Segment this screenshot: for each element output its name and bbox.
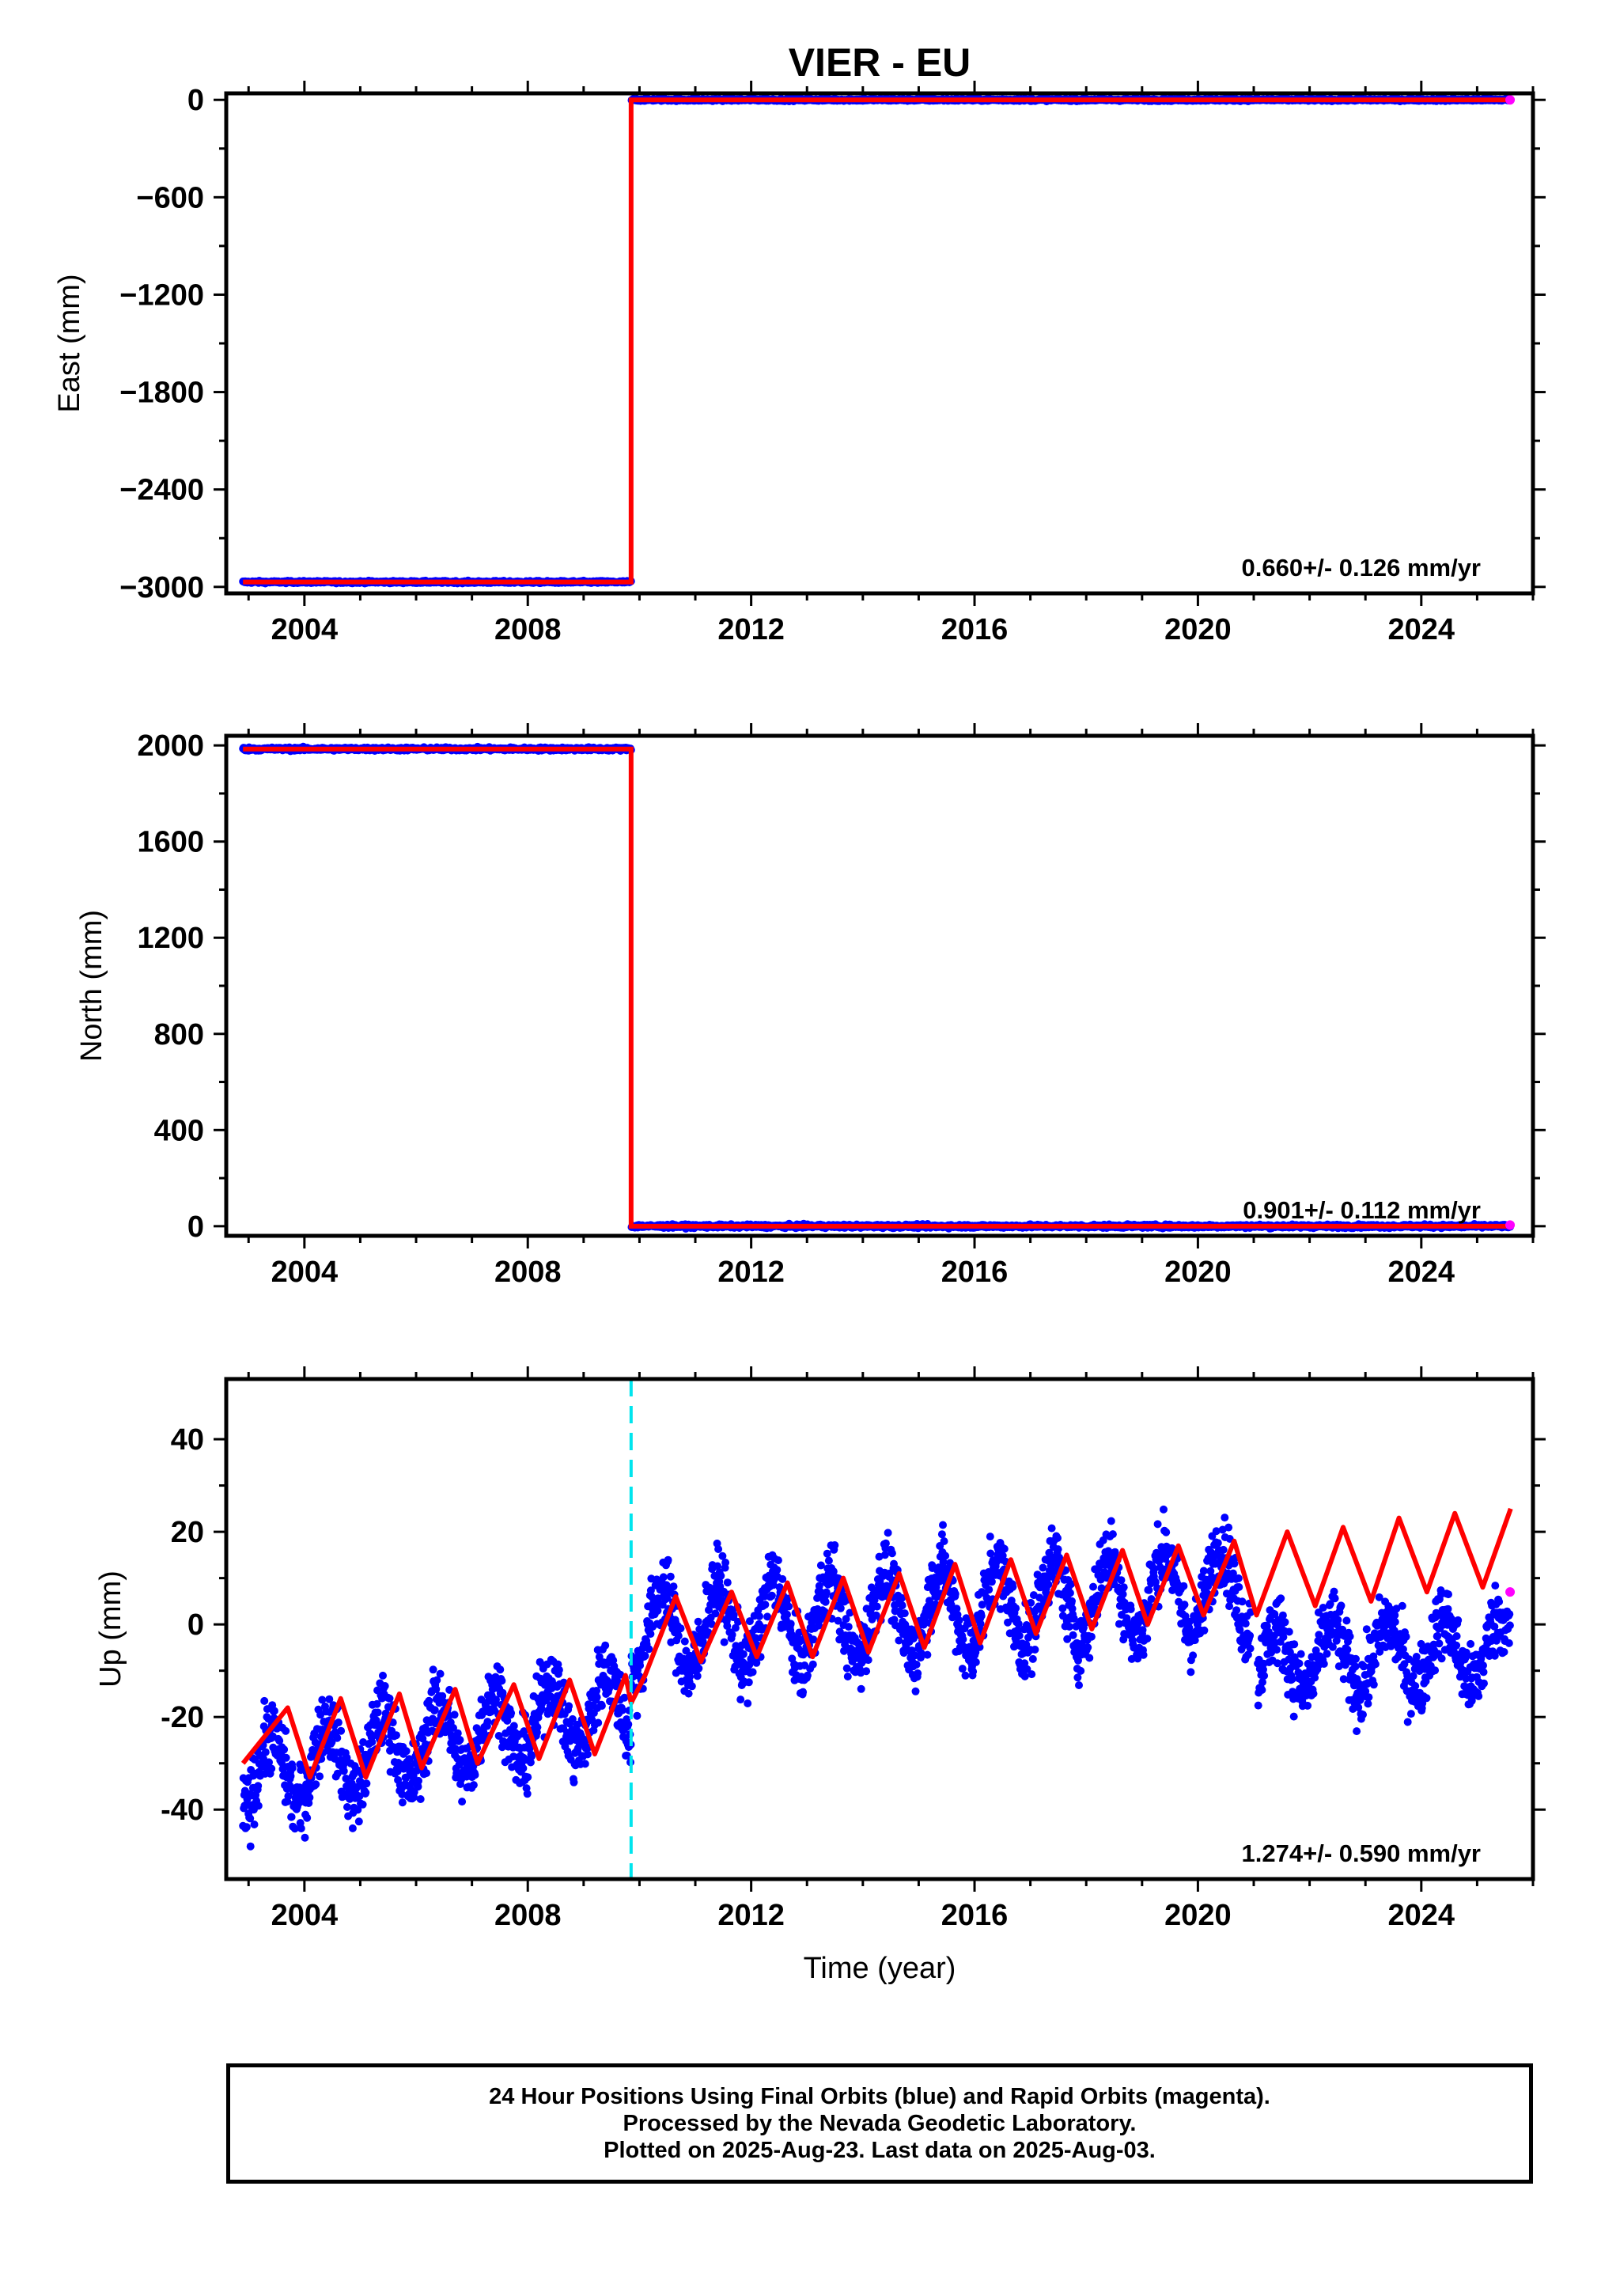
data-point (297, 1824, 305, 1832)
y-axis-label: East (mm) (53, 274, 86, 412)
plot-area (239, 1379, 1516, 1879)
rapid-orbit-point (1505, 95, 1516, 105)
y-tick-label: −600 (136, 181, 204, 214)
x-tick-label: 2004 (271, 613, 339, 646)
data-point (280, 1745, 289, 1754)
y-tick-label: 800 (154, 1018, 204, 1051)
data-point (343, 1753, 351, 1762)
data-point (348, 1824, 357, 1832)
plot-frame (224, 91, 1535, 596)
x-tick-label: 2024 (1388, 1256, 1455, 1289)
y-tick-label: −1800 (119, 377, 204, 410)
final-orbit-points (239, 1505, 1514, 1851)
data-point (301, 1833, 309, 1842)
y-tick-label: 0 (187, 1211, 204, 1244)
data-point (282, 1726, 290, 1735)
plot-area (239, 742, 1516, 1233)
y-axis-label: North (mm) (75, 910, 108, 1062)
data-point (318, 1695, 327, 1704)
data-point (254, 1782, 263, 1790)
y-tick-label: 1600 (137, 826, 204, 859)
data-point (327, 1738, 336, 1746)
data-point (242, 1823, 251, 1832)
data-point (288, 1764, 297, 1772)
y-tick-label: −2400 (119, 474, 204, 507)
data-point (246, 1842, 255, 1851)
data-point (333, 1769, 342, 1778)
data-point (270, 1707, 278, 1715)
x-tick-label: 2008 (494, 1256, 562, 1289)
final-orbit-points (239, 742, 1515, 1233)
tick-marks (214, 723, 1546, 1248)
y-tick-label: 2000 (137, 729, 204, 763)
data-point (333, 1733, 342, 1742)
data-point (303, 1813, 312, 1822)
x-tick-label: 2024 (1388, 613, 1455, 646)
data-point (343, 1803, 351, 1811)
east-panel: 2004 2008 2012 2016 2020 2024 0 −600 −1200 −1800 −… (53, 81, 1546, 646)
plot-frame (224, 733, 1535, 1238)
data-point (284, 1792, 293, 1801)
y-tick-label: 1200 (137, 922, 204, 955)
north-panel: 2004 2008 2012 2016 2020 2024 2000 1600 1200 800 4… (75, 723, 1546, 1289)
data-point (305, 1793, 314, 1802)
final-orbit-points (239, 94, 1515, 588)
x-tick-label: 2020 (1164, 1256, 1232, 1289)
chart-title: VIER - EU (789, 40, 971, 85)
x-tick-label: 2012 (717, 1256, 785, 1289)
data-point (325, 1695, 334, 1703)
x-tick-label: 2016 (941, 1256, 1009, 1289)
data-point (254, 1802, 263, 1810)
x-tick-label: 2020 (1164, 613, 1232, 646)
data-point (339, 1767, 348, 1775)
data-point (286, 1771, 295, 1780)
x-tick-label: 2008 (494, 613, 562, 646)
data-point (312, 1780, 320, 1789)
data-point (275, 1737, 284, 1745)
x-tick-label: 2016 (941, 613, 1009, 646)
x-tick-label: 2004 (271, 1256, 339, 1289)
data-point (250, 1821, 259, 1828)
data-point (290, 1824, 299, 1833)
data-point (282, 1753, 290, 1762)
y-tick-label: −3000 (119, 571, 204, 604)
data-point (246, 1814, 255, 1823)
y-tick-label: 0 (187, 84, 204, 117)
data-point (334, 1718, 343, 1727)
data-point (267, 1764, 276, 1773)
rate-annotation: 0.901+/- 0.112 mm/yr (1243, 1196, 1481, 1224)
plot-area (239, 94, 1516, 588)
data-point (287, 1813, 296, 1821)
data-point (337, 1726, 346, 1735)
y-tick-label: −1200 (119, 278, 204, 312)
tick-marks (214, 81, 1546, 606)
data-point (260, 1696, 269, 1705)
x-tick-label: 2012 (717, 613, 785, 646)
model-fit-line (243, 97, 1511, 585)
y-tick-label: 400 (154, 1114, 204, 1147)
model-fit-line (243, 746, 1511, 1229)
data-point (261, 1748, 270, 1756)
data-point (316, 1772, 324, 1781)
rapid-orbit-point (1505, 1220, 1516, 1230)
data-point (265, 1758, 273, 1767)
rate-annotation: 0.660+/- 0.126 mm/yr (1242, 554, 1481, 582)
